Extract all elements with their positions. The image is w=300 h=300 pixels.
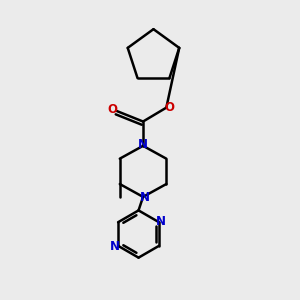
Text: O: O: [107, 103, 118, 116]
Text: N: N: [140, 191, 150, 204]
Text: O: O: [164, 101, 174, 114]
Text: N: N: [138, 138, 148, 151]
Text: N: N: [156, 215, 166, 228]
Text: N: N: [110, 240, 120, 253]
